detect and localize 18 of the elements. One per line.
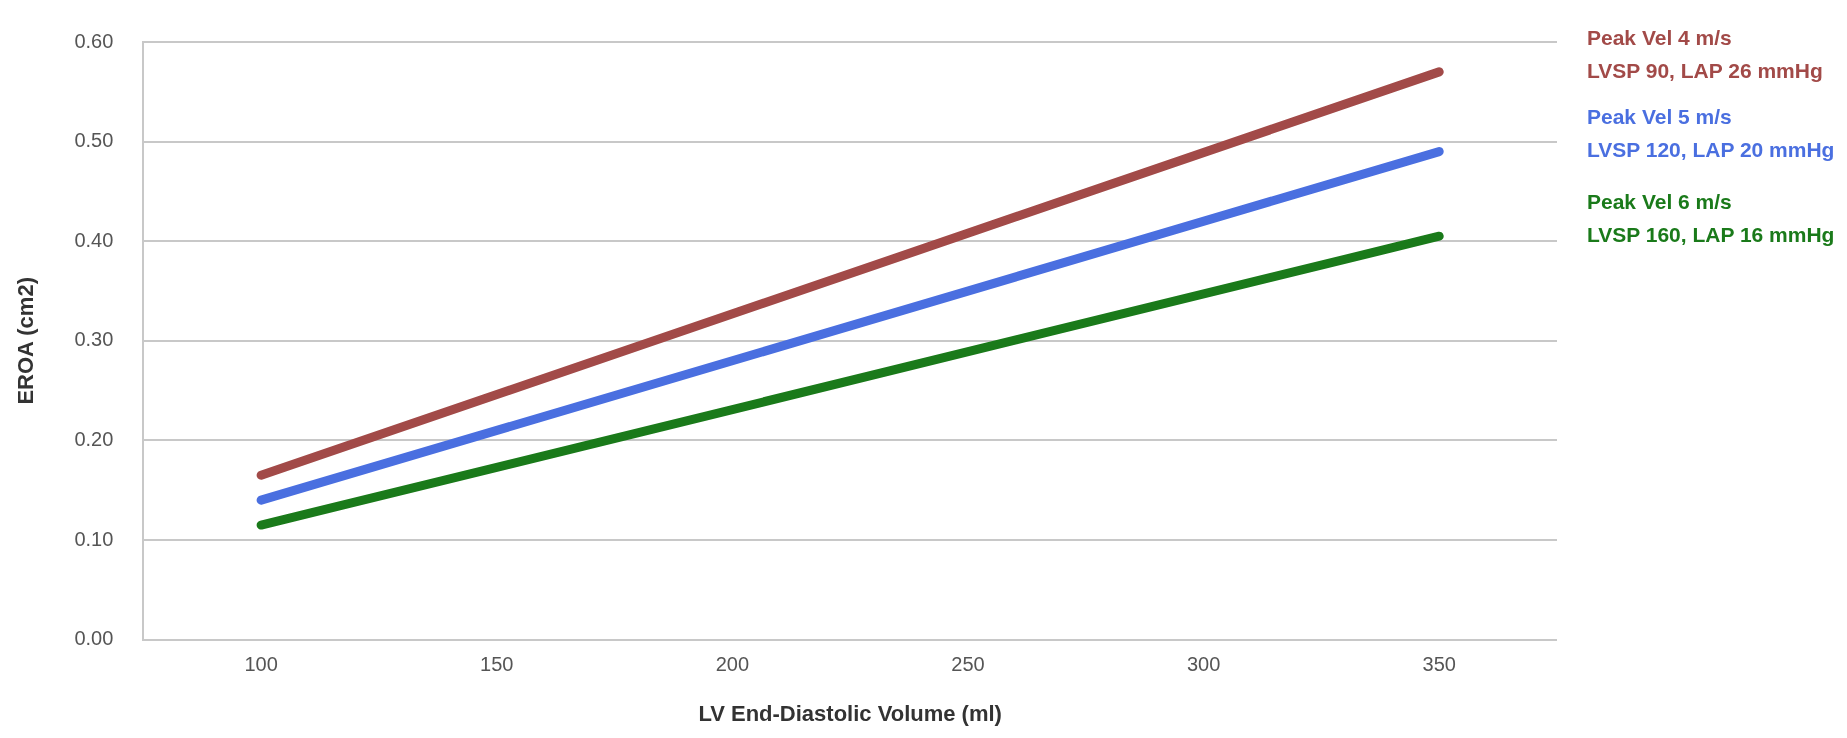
y-tick-label: 0.20 — [74, 427, 114, 450]
x-axis-title: LV End-Diastolic Volume (ml) — [698, 700, 1002, 726]
x-tick-label: 150 — [480, 653, 514, 676]
text: Peak Vel 5 m/s LVSP 120, LAP 20 mmHg — [1587, 105, 1835, 162]
y-tick-label: 0.50 — [74, 129, 114, 152]
y-tick-label: 0.10 — [74, 527, 114, 550]
y-tick-label: 0.00 — [74, 627, 114, 650]
x-tick-label: 100 — [244, 653, 278, 676]
x-tick-label: 350 — [1422, 653, 1456, 676]
y-axis-title: EROA (cm2) — [13, 277, 39, 405]
x-tick-label: 200 — [715, 653, 750, 676]
x-tick-label: 300 — [1186, 653, 1221, 676]
text: Peak Vel 6 m/s LVSP 160, LAP 16 mmHg — [1587, 190, 1835, 247]
y-tick-label: 0.60 — [74, 29, 114, 52]
text: Peak Vel 4 m/s LVSP 90, LAP 26 mmHg — [1587, 25, 1823, 82]
x-tick-label: 250 — [951, 653, 985, 676]
y-tick-label: 0.30 — [74, 328, 114, 351]
y-tick-label: 0.40 — [74, 228, 114, 251]
